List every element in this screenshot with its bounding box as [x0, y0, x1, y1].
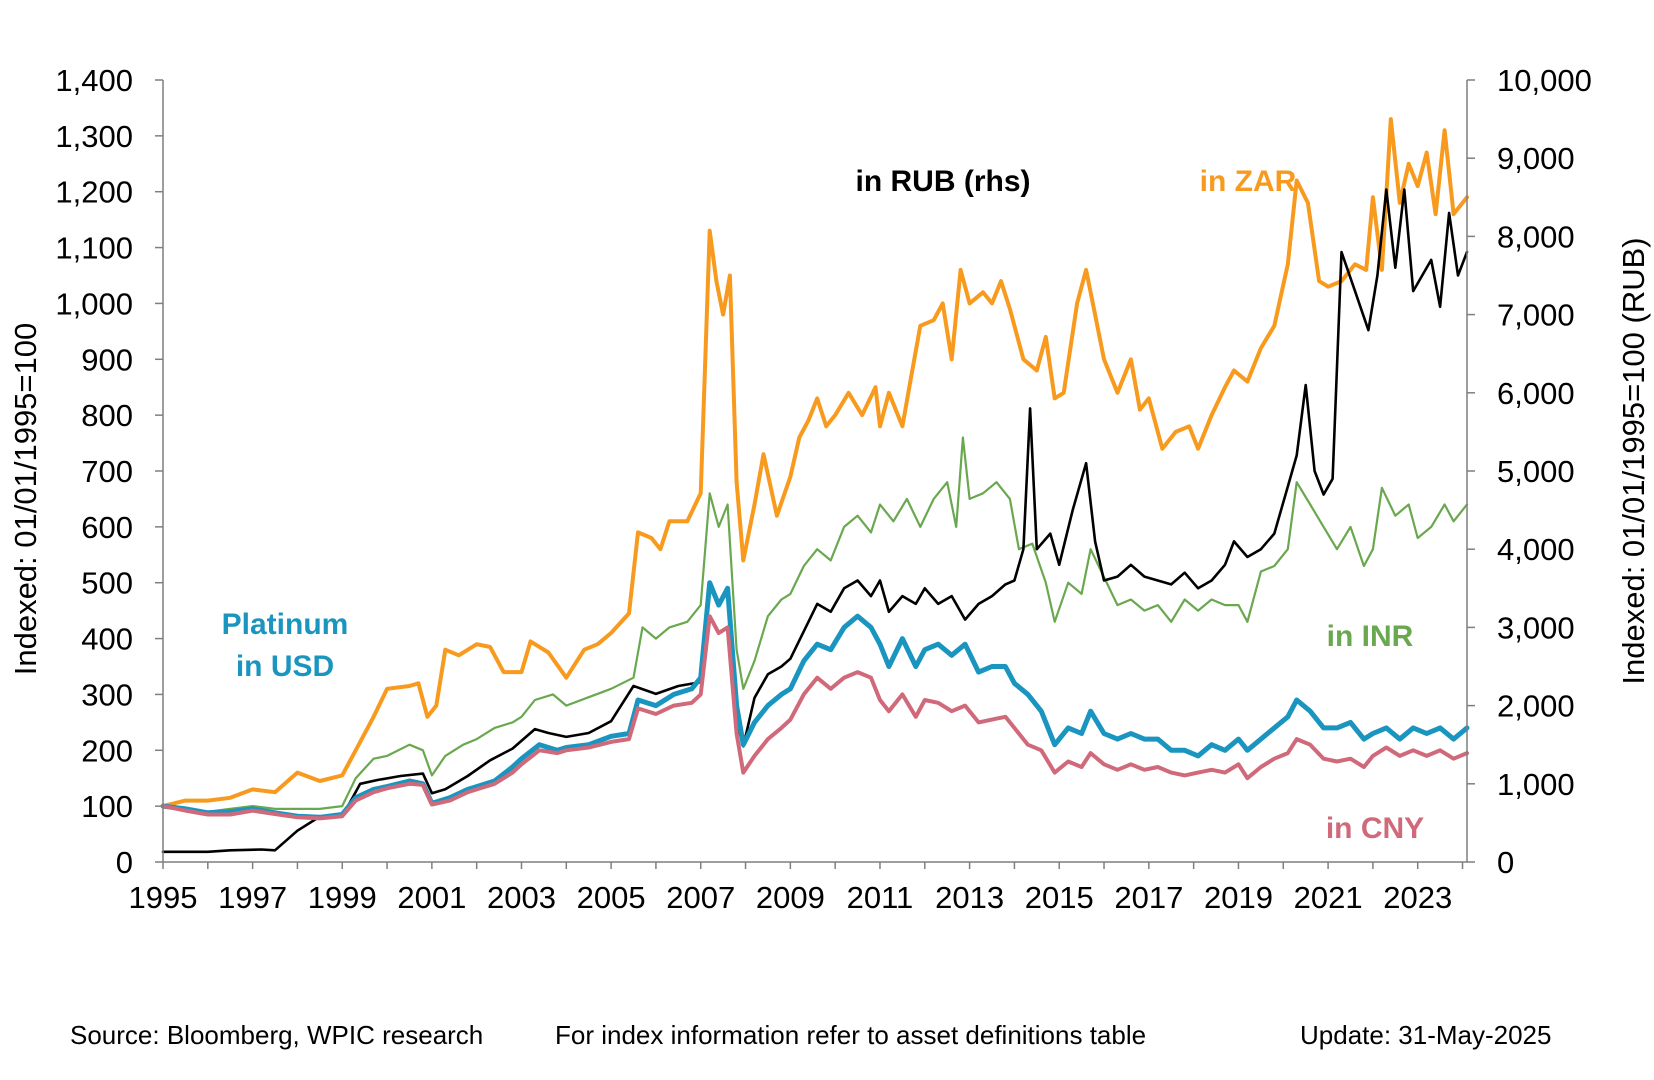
- y2-tick-label: 3,000: [1497, 610, 1575, 645]
- y-tick-label: 1,000: [55, 286, 133, 321]
- x-tick-label: 2015: [1025, 880, 1094, 915]
- axes-layer: 0 100 200 300 400 500 600 700 800 900 1,000 1,100 1,…: [8, 63, 1651, 915]
- x-tick-label: 1995: [129, 880, 198, 915]
- series-line-inr: [161, 436, 1469, 813]
- y-tick-label: 300: [81, 677, 133, 712]
- y-tick-label: 600: [81, 510, 133, 545]
- x-tick-label: 2021: [1294, 880, 1363, 915]
- y2-tick-label: 4,000: [1497, 532, 1575, 567]
- y2-tick-label: 0: [1497, 845, 1514, 880]
- series-label-zar: in ZAR: [1200, 165, 1297, 198]
- series-label-usd: Platinum in USD: [222, 608, 349, 683]
- y-tick-label: 1,300: [55, 119, 133, 154]
- y-tick-label: 800: [81, 398, 133, 433]
- update-date: Update: 31-May-2025: [1300, 1020, 1552, 1050]
- y2-tick-label: 7,000: [1497, 298, 1575, 333]
- x-tick-label: 1997: [218, 880, 287, 915]
- series-line-rub: [161, 188, 1469, 854]
- y-tick-label: 1,400: [55, 63, 133, 98]
- chart: 0 100 200 300 400 500 600 700 800 900 1,000 1,100 1,…: [8, 63, 1651, 915]
- y-tick-label: 200: [81, 733, 133, 768]
- x-tick-label: 2009: [756, 880, 825, 915]
- y-tick-label: 1,200: [55, 175, 133, 210]
- y-tick-label: 100: [81, 789, 133, 824]
- index-info-note: For index information refer to asset def…: [555, 1020, 1147, 1050]
- y2-tick-label: 10,000: [1497, 63, 1592, 98]
- y2-tick-label: 2,000: [1497, 689, 1575, 724]
- series-label-line: in USD: [236, 650, 334, 683]
- y2-tick-label: 5,000: [1497, 454, 1575, 489]
- y-tick-label: 0: [116, 845, 133, 880]
- series-label-line: Platinum: [222, 608, 349, 641]
- series-line-usd: [160, 580, 1470, 820]
- series-layer: [160, 117, 1470, 854]
- x-tick-label: 2003: [487, 880, 556, 915]
- labels-layer: in ZAR in INR in RUB (rhs) Platinum in USD in…: [222, 165, 1425, 845]
- x-tick-label: 2013: [935, 880, 1004, 915]
- x-tick-label: 2001: [397, 880, 466, 915]
- x-tick-label: 1999: [308, 880, 377, 915]
- y2-tick-label: 6,000: [1497, 376, 1575, 411]
- series-label-cny: in CNY: [1326, 812, 1424, 845]
- x-tick-label: 2005: [577, 880, 646, 915]
- x-tick-label: 2017: [1114, 880, 1183, 915]
- y-axis-title: Indexed: 01/01/1995=100: [8, 323, 43, 676]
- x-tick-label: 2007: [666, 880, 735, 915]
- y2-axis-title: Indexed: 01/01/1995=100 (RUB): [1616, 237, 1651, 684]
- y2-tick-label: 8,000: [1497, 219, 1575, 254]
- y2-tick-label: 9,000: [1497, 141, 1575, 176]
- source-note: Source: Bloomberg, WPIC research: [70, 1020, 484, 1050]
- y-tick-label: 1,100: [55, 231, 133, 266]
- series-line-zar: [161, 117, 1469, 809]
- y-tick-label: 700: [81, 454, 133, 489]
- y-tick-label: 900: [81, 342, 133, 377]
- series-line-cny: [161, 614, 1469, 821]
- series-label-rub: in RUB (rhs): [856, 165, 1031, 198]
- x-tick-label: 2019: [1204, 880, 1273, 915]
- y2-tick-label: 1,000: [1497, 767, 1575, 802]
- y-tick-label: 500: [81, 566, 133, 601]
- y-tick-label: 400: [81, 622, 133, 657]
- x-tick-label: 2011: [847, 880, 914, 915]
- series-label-inr: in INR: [1327, 620, 1414, 653]
- x-tick-label: 2023: [1383, 880, 1452, 915]
